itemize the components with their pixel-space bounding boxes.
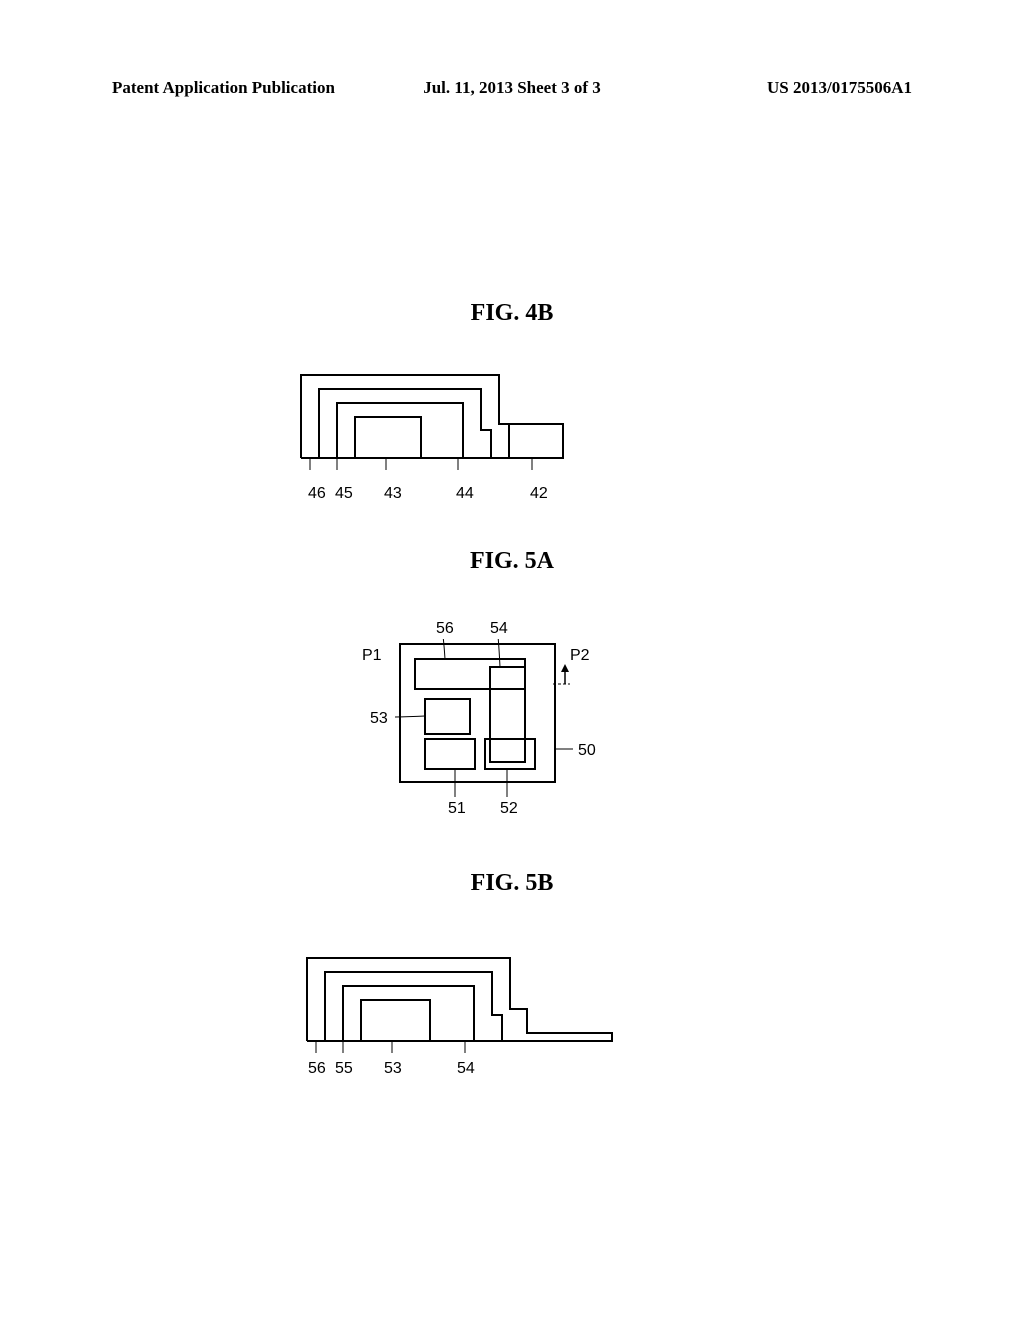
header-center: Jul. 11, 2013 Sheet 3 of 3 [423,78,601,98]
fig-5b-title: FIG. 5B [471,870,554,897]
fig5b-label-0: 56 [308,1060,326,1078]
fig4b-label-2: 43 [384,485,402,503]
fig5a-p2: P2 [570,647,590,665]
fig5b-label-1: 55 [335,1060,353,1078]
header-right: US 2013/0175506A1 [767,78,912,98]
fig-5a-diagram [395,639,575,799]
fig5a-bot-0: 51 [448,800,466,818]
fig-5b-svg [302,953,622,1053]
fig-5a-title: FIG. 5A [470,548,554,575]
fig-4b-diagram [296,370,596,470]
fig-5b-diagram [302,953,622,1053]
fig5b-label-3: 54 [457,1060,475,1078]
header-left: Patent Application Publication [112,78,335,98]
fig-4b-svg [296,370,596,470]
fig5a-bot-1: 52 [500,800,518,818]
fig4b-label-0: 46 [308,485,326,503]
fig-5a-svg [395,639,575,799]
fig-4b-title: FIG. 4B [471,300,554,327]
fig4b-label-1: 45 [335,485,353,503]
fig5a-53: 53 [370,710,388,728]
fig5a-top-1: 54 [490,620,508,638]
fig5a-top-0: 56 [436,620,454,638]
fig4b-label-4: 42 [530,485,548,503]
page-header: Patent Application Publication Jul. 11, … [0,78,1024,98]
fig5b-label-2: 53 [384,1060,402,1078]
fig5a-p1: P1 [362,647,382,665]
fig4b-label-3: 44 [456,485,474,503]
fig5a-50: 50 [578,742,596,760]
